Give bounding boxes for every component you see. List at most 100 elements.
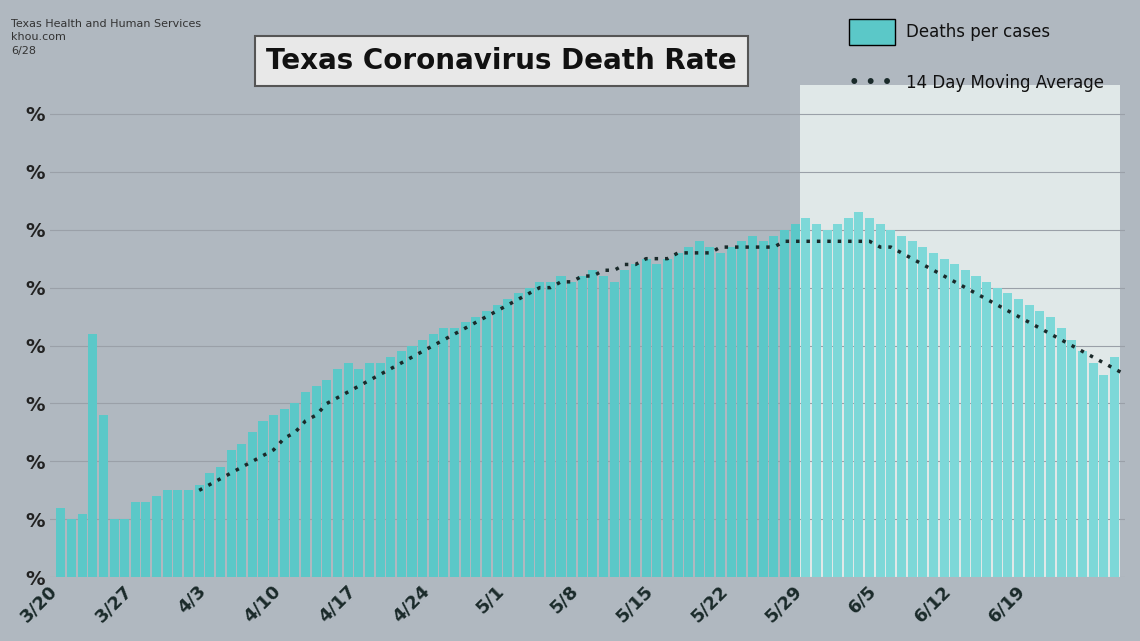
Bar [1035,311,1044,577]
Bar [929,253,938,577]
Bar [1025,305,1034,577]
Bar [1078,351,1086,577]
Bar [109,519,119,577]
Bar [716,253,725,577]
Bar [822,229,831,577]
Text: • • •: • • • [849,74,893,92]
Bar [152,496,161,577]
Bar [375,363,384,577]
Bar [301,392,310,577]
Bar [1057,328,1066,577]
Bar [598,276,608,577]
Bar [291,403,300,577]
Bar [141,502,150,577]
Bar [429,334,438,577]
Bar [1003,294,1012,577]
Bar [726,247,735,577]
Bar [524,288,534,577]
Bar [939,259,948,577]
Bar [535,282,544,577]
Bar [738,241,747,577]
Text: Texas Health and Human Services
khou.com
6/28: Texas Health and Human Services khou.com… [11,19,202,56]
Bar [269,415,278,577]
Bar [184,490,193,577]
Bar [247,433,256,577]
Bar [120,519,129,577]
Bar [674,253,683,577]
Bar [567,282,576,577]
Bar [546,282,555,577]
Bar [610,282,619,577]
Bar [652,265,661,577]
Bar [67,519,76,577]
Bar [355,369,364,577]
Bar [844,218,853,577]
Bar [662,259,671,577]
Bar [407,345,416,577]
Bar [1067,340,1076,577]
Bar [706,247,715,577]
Bar [630,265,640,577]
Bar [983,282,991,577]
Bar [694,241,703,577]
Bar [259,421,268,577]
Bar [876,224,885,577]
Text: 14 Day Moving Average: 14 Day Moving Average [906,74,1105,92]
Bar [865,218,874,577]
Bar [1110,357,1118,577]
Bar [951,265,959,577]
Bar [333,369,342,577]
Bar [971,276,980,577]
Bar [173,490,182,577]
Bar [919,247,927,577]
Bar [780,229,789,577]
Bar [418,340,428,577]
Bar [748,235,757,577]
Bar [461,322,470,577]
Bar [684,247,693,577]
Bar [311,386,320,577]
Text: Texas Coronavirus Death Rate: Texas Coronavirus Death Rate [267,47,736,75]
Bar [503,299,512,577]
Bar [855,212,863,577]
Bar [195,485,204,577]
Bar [205,473,214,577]
Bar [386,357,396,577]
Bar [1099,374,1108,577]
Bar [78,513,87,577]
Bar [237,444,246,577]
Bar [227,450,236,577]
Bar [343,363,352,577]
Bar [961,271,970,577]
Bar [450,328,459,577]
Bar [1089,363,1098,577]
Bar [439,328,448,577]
Bar [131,502,140,577]
Bar [365,363,374,577]
Bar [88,334,97,577]
Bar [800,85,1119,577]
Bar [163,490,172,577]
Bar [1015,299,1023,577]
Bar [578,276,587,577]
Bar [397,351,406,577]
Bar [993,288,1002,577]
Bar [887,229,895,577]
Bar [907,241,917,577]
Bar [279,409,288,577]
Bar [514,294,523,577]
Bar [812,224,821,577]
Bar [323,380,332,577]
Bar [215,467,225,577]
Bar [770,235,779,577]
Bar [758,241,767,577]
Bar [99,415,108,577]
Bar [56,508,65,577]
Bar [482,311,491,577]
Bar [588,271,597,577]
Bar [642,259,651,577]
Bar [1047,317,1054,577]
Bar [471,317,480,577]
Bar [833,224,842,577]
Text: Deaths per cases: Deaths per cases [906,23,1050,41]
